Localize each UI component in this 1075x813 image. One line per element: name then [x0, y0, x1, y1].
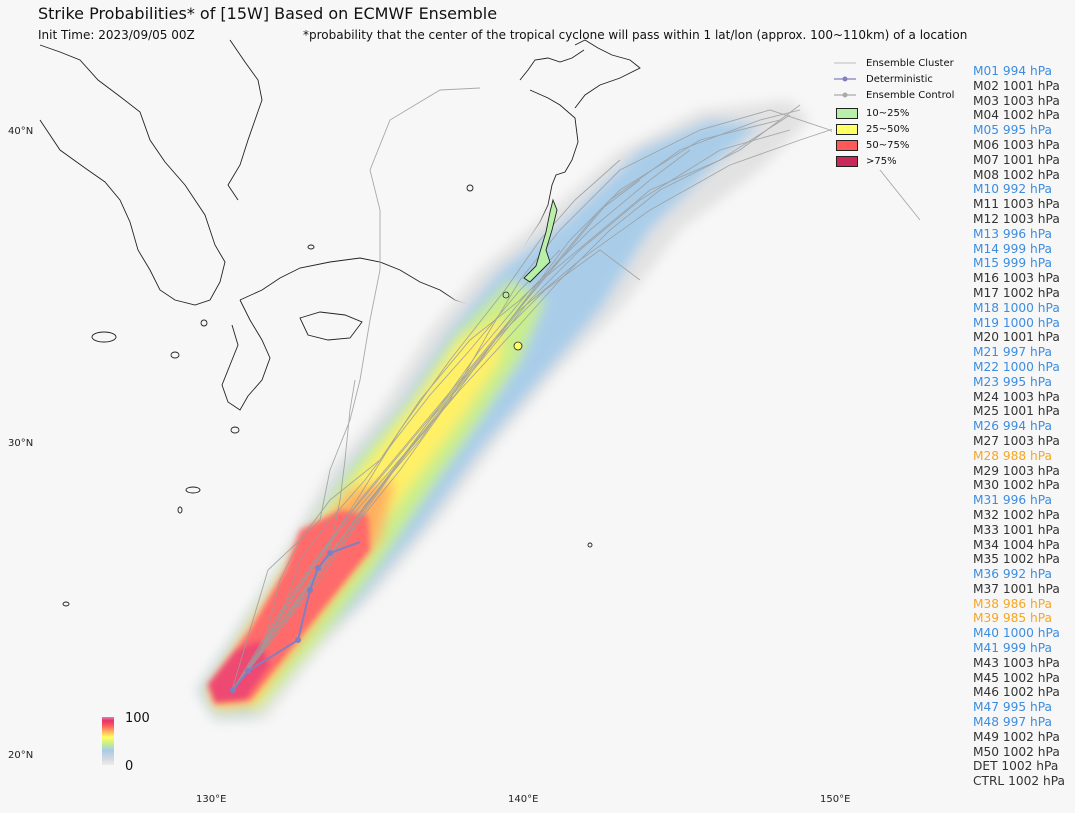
deterministic-track: [230, 541, 361, 693]
member-pressure-item: M14 999 hPa: [973, 241, 1053, 256]
member-pressure-item: M28 988 hPa: [973, 448, 1053, 463]
footnote: *probability that the center of the trop…: [303, 28, 968, 42]
legend-cluster: Ensemble Cluster: [834, 57, 954, 69]
member-pressure-item: M40 1000 hPa: [973, 626, 1060, 641]
member-pressure-item: M38 986 hPa: [973, 596, 1053, 611]
lon-label-140: 140°E: [508, 794, 539, 805]
member-pressure-item: M18 1000 hPa: [973, 300, 1060, 315]
member-pressure-item: M31 996 hPa: [973, 493, 1053, 508]
legend-bin-2: 25~50%: [832, 122, 909, 136]
member-pressure-item: DET 1002 hPa: [973, 759, 1059, 774]
member-pressure-item: M35 1002 hPa: [973, 552, 1060, 567]
member-pressure-item: M22 1000 hPa: [973, 359, 1060, 374]
legend: Ensemble Cluster Deterministic Ensemble …: [832, 54, 957, 170]
lat-label-30: 30°N: [8, 438, 34, 449]
member-pressure-item: M13 996 hPa: [973, 226, 1053, 241]
member-pressure-item: M45 1002 hPa: [973, 670, 1060, 685]
colorbar-max-label: 100: [125, 711, 150, 726]
member-pressure-item: M29 1003 hPa: [973, 463, 1060, 478]
member-pressure-item: M24 1003 hPa: [973, 389, 1060, 404]
member-pressure-item: M01 994 hPa: [973, 64, 1053, 78]
member-pressure-item: M23 995 hPa: [973, 374, 1053, 389]
member-pressure-item: M36 992 hPa: [973, 567, 1053, 582]
member-pressure-item: M43 1003 hPa: [973, 655, 1060, 670]
legend-bin-1: 10~25%: [832, 106, 909, 120]
member-pressure-item: M21 997 hPa: [973, 345, 1053, 360]
member-pressure-item: M46 1002 hPa: [973, 685, 1060, 700]
member-pressure-item: M20 1001 hPa: [973, 330, 1060, 345]
colorbar-min-label: 0: [125, 759, 134, 774]
legend-bin-3: 50~75%: [832, 138, 909, 152]
member-pressure-item: M49 1002 hPa: [973, 729, 1060, 744]
probability-outlines: [502, 198, 558, 351]
member-pressure-item: M16 1003 hPa: [973, 271, 1060, 286]
member-pressure-item: M04 1002 hPa: [973, 108, 1060, 123]
member-pressure-item: M37 1001 hPa: [973, 581, 1060, 596]
member-pressure-item: M48 997 hPa: [973, 715, 1053, 730]
member-pressure-item: M03 1003 hPa: [973, 93, 1060, 108]
member-pressure-item: M27 1003 hPa: [973, 433, 1060, 448]
member-pressure-item: M30 1002 hPa: [973, 478, 1060, 493]
member-pressure-item: M11 1003 hPa: [973, 197, 1060, 212]
lon-label-150: 150°E: [820, 794, 851, 805]
member-pressure-item: M17 1002 hPa: [973, 285, 1060, 300]
lat-label-40: 40°N: [8, 126, 34, 137]
member-pressure-item: M06 1003 hPa: [973, 137, 1060, 152]
page-title: Strike Probabilities* of [15W] Based on …: [38, 4, 498, 23]
member-pressure-item: M39 985 hPa: [973, 611, 1053, 626]
member-pressure-item: M08 1002 hPa: [973, 167, 1060, 182]
member-pressure-item: M12 1003 hPa: [973, 211, 1060, 226]
ensemble-tracks: [231, 87, 921, 691]
member-pressure-item: M50 1002 hPa: [973, 744, 1060, 759]
member-pressure-item: M47 995 hPa: [973, 700, 1053, 715]
member-pressure-item: M10 992 hPa: [973, 182, 1053, 197]
member-pressure-item: M33 1001 hPa: [973, 522, 1060, 537]
member-pressure-item: M02 1001 hPa: [973, 78, 1060, 93]
legend-deterministic: Deterministic: [832, 72, 933, 86]
probability-colorbar: [102, 717, 114, 765]
member-pressure-item: M05 995 hPa: [973, 123, 1053, 138]
init-time: Init Time: 2023/09/05 00Z: [38, 28, 195, 42]
legend-control: Ensemble Control: [832, 88, 954, 102]
probability-swath: [195, 100, 810, 722]
member-pressure-item: M15 999 hPa: [973, 256, 1053, 271]
legend-bin-4: >75%: [832, 154, 897, 168]
member-pressure-item: M19 1000 hPa: [973, 315, 1060, 330]
member-pressure-item: M41 999 hPa: [973, 641, 1053, 656]
member-pressure-item: M32 1002 hPa: [973, 507, 1060, 522]
member-pressure-item: CTRL 1002 hPa: [973, 774, 1065, 789]
lon-label-130: 130°E: [196, 794, 227, 805]
member-pressure-item: M34 1004 hPa: [973, 537, 1060, 552]
member-pressure-item: M07 1001 hPa: [973, 152, 1060, 167]
ensemble-member-list: M01 994 hPa M02 1001 hPa M03 1003 hPa M04 1…: [973, 64, 1065, 789]
member-pressure-item: M25 1001 hPa: [973, 404, 1060, 419]
member-pressure-item: M26 994 hPa: [973, 419, 1053, 434]
lat-label-20: 20°N: [8, 750, 34, 761]
